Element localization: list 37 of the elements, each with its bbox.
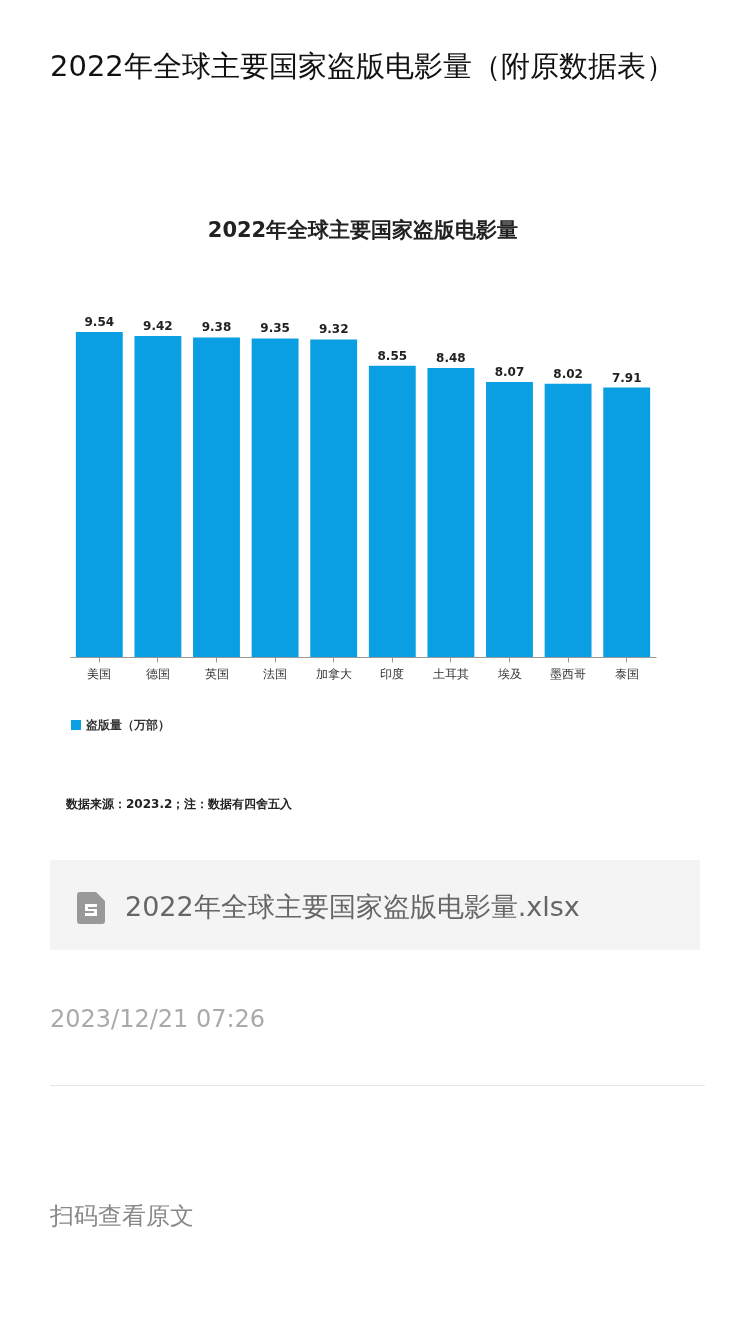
data-label: 8.55 xyxy=(377,348,408,363)
x-tick-label: 土耳其 xyxy=(432,666,469,681)
text: 扫码查看原文 xyxy=(50,1201,194,1232)
x-tick-label: 埃及 xyxy=(496,666,522,681)
bar xyxy=(544,383,592,657)
bar xyxy=(75,332,123,657)
data-label: 8.02 xyxy=(553,366,583,381)
text: 2023/12/21 07:26 xyxy=(50,1005,266,1033)
x-tick-label: 印度 xyxy=(380,666,405,681)
bar xyxy=(486,382,533,657)
bar xyxy=(603,387,651,657)
x-tick-label: 英国 xyxy=(204,666,229,681)
x-tick-label: 加拿大 xyxy=(315,666,352,681)
data-label: 8.07 xyxy=(494,365,525,380)
data-label: 9.32 xyxy=(318,322,349,337)
chart-title: 2022年全球主要国家盗版电影量（附原数据表） xyxy=(50,48,676,85)
data-label: 9.35 xyxy=(260,321,290,336)
data-label: 8.48 xyxy=(436,351,466,366)
bar xyxy=(427,368,475,657)
x-tick-label: 墨西哥 xyxy=(550,666,587,681)
bar xyxy=(368,365,416,657)
data-label: 9.54 xyxy=(84,315,115,329)
x-tick-label: 泰国 xyxy=(614,666,639,681)
x-tick-label: 法国 xyxy=(263,666,288,681)
data-label: 9.38 xyxy=(201,320,232,335)
bar xyxy=(134,336,182,657)
x-tick-label: 德国 xyxy=(145,666,170,681)
data-label: 7.91 xyxy=(611,370,642,385)
bar xyxy=(251,338,299,657)
legend-label: 盗版量（万部） xyxy=(86,718,170,732)
chart-subtitle: 2022年全球主要国家盗版电影量 xyxy=(207,218,519,242)
text: 2022年全球主要国家盗版电影量.xlsx xyxy=(125,890,580,924)
bar xyxy=(193,337,240,657)
data-label: 9.42 xyxy=(143,319,173,334)
source-note: 数据来源：2023.2；注：数据有四舍五入 xyxy=(66,796,293,813)
bar xyxy=(310,339,358,657)
x-tick-label: 美国 xyxy=(87,666,112,681)
